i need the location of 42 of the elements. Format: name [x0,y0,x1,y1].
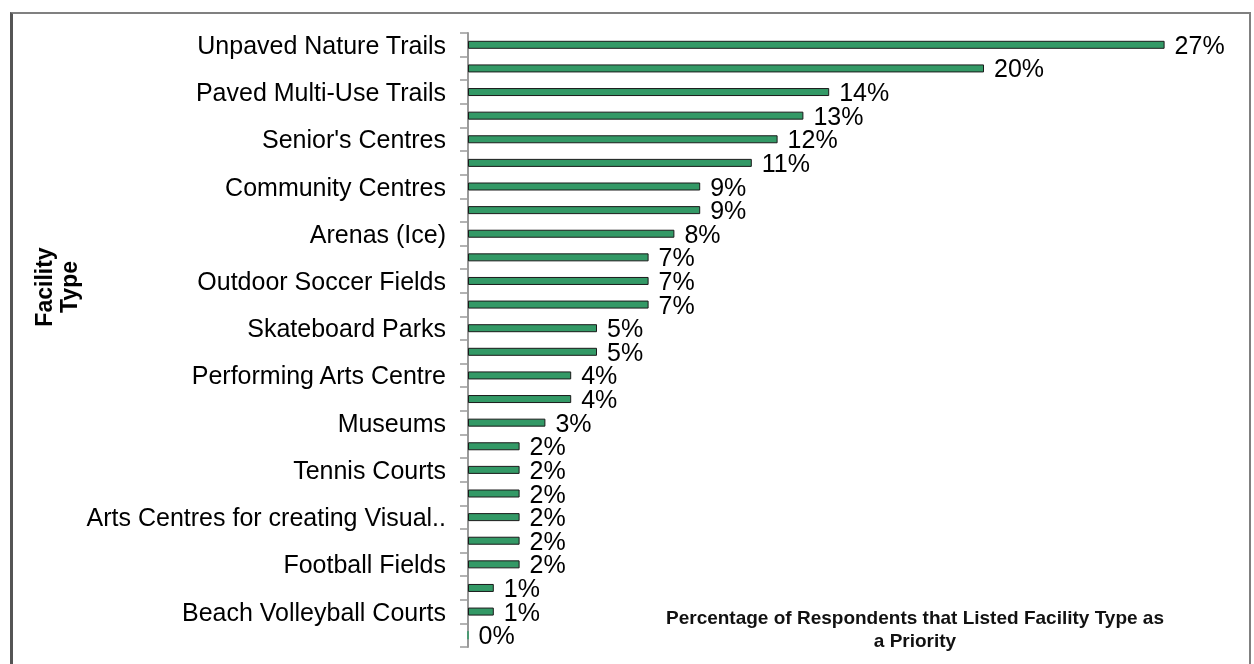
bar [468,583,494,592]
bar [468,560,520,569]
bar [468,347,597,356]
y-tick-label: Community Centres [225,172,446,201]
bar [468,513,520,522]
bar [468,88,830,97]
y-tick-label: Beach Volleyball Courts [181,597,446,626]
bar [468,465,520,474]
y-tick-label: Arts Centres for creating Visual.. [86,503,446,532]
data-label: 27% [1174,30,1225,59]
y-tick-label: Paved Multi-Use Trails [195,78,446,107]
bar [468,40,1165,49]
bar [468,182,701,191]
bar [468,111,804,120]
y-tick-label: Senior's Centres [261,125,446,154]
y-tick-label: Unpaved Nature Trails [197,30,446,59]
bar [468,442,520,451]
bar [468,206,701,215]
y-tick-label: Arenas (Ice) [309,219,446,248]
bar [468,253,649,262]
bar [468,395,572,404]
bar [468,135,778,144]
bar [468,64,984,73]
bar [468,324,597,333]
bar [468,536,520,545]
bar [468,418,546,427]
x-axis-title: Percentage of Respondents that Listed Facility Type as a Priority [666,607,1164,651]
y-tick-label: Football Fields [283,550,446,579]
bar [468,229,675,238]
y-tick-label: Skateboard Parks [247,314,446,343]
bar [468,300,649,309]
y-tick-label: Outdoor Soccer Fields [197,266,446,295]
bar [468,371,572,380]
bar [468,607,494,616]
bar [468,489,520,498]
bar [468,158,752,167]
data-label: 20% [994,54,1045,83]
y-tick-label: Museums [337,408,446,437]
y-axis-title: Facility Type [30,247,82,327]
y-tick-label: Tennis Courts [293,455,446,484]
y-tick-label: Performing Arts Centre [191,361,446,390]
bar [468,276,649,285]
